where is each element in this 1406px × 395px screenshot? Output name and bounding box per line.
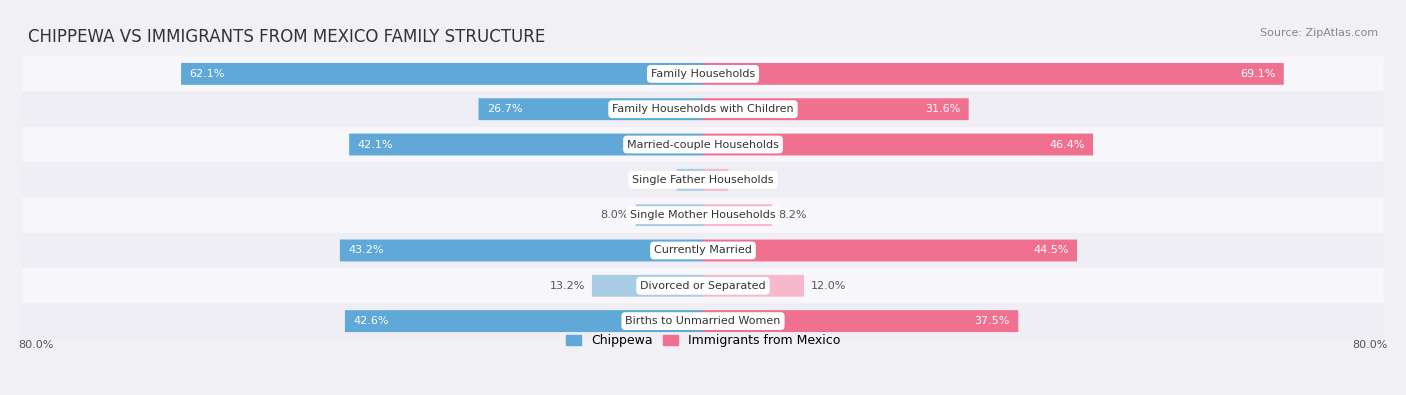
FancyBboxPatch shape bbox=[22, 198, 1384, 233]
FancyBboxPatch shape bbox=[703, 204, 772, 226]
FancyBboxPatch shape bbox=[22, 56, 1384, 92]
FancyBboxPatch shape bbox=[703, 134, 1092, 156]
Text: 44.5%: 44.5% bbox=[1033, 245, 1069, 256]
Text: 8.0%: 8.0% bbox=[600, 210, 628, 220]
FancyBboxPatch shape bbox=[703, 310, 1018, 332]
FancyBboxPatch shape bbox=[22, 233, 1384, 268]
Text: Currently Married: Currently Married bbox=[654, 245, 752, 256]
Text: 3.1%: 3.1% bbox=[643, 175, 671, 185]
FancyBboxPatch shape bbox=[22, 303, 1384, 339]
FancyBboxPatch shape bbox=[703, 239, 1077, 261]
Text: 42.1%: 42.1% bbox=[357, 139, 394, 150]
FancyBboxPatch shape bbox=[592, 275, 703, 297]
FancyBboxPatch shape bbox=[676, 169, 703, 191]
Text: 62.1%: 62.1% bbox=[190, 69, 225, 79]
Text: 12.0%: 12.0% bbox=[810, 281, 846, 291]
Text: Births to Unmarried Women: Births to Unmarried Women bbox=[626, 316, 780, 326]
FancyBboxPatch shape bbox=[340, 239, 703, 261]
Text: 43.2%: 43.2% bbox=[349, 245, 384, 256]
Text: Family Households: Family Households bbox=[651, 69, 755, 79]
FancyBboxPatch shape bbox=[22, 127, 1384, 162]
FancyBboxPatch shape bbox=[22, 92, 1384, 127]
FancyBboxPatch shape bbox=[22, 162, 1384, 198]
Text: 46.4%: 46.4% bbox=[1049, 139, 1084, 150]
Text: 8.2%: 8.2% bbox=[779, 210, 807, 220]
FancyBboxPatch shape bbox=[703, 98, 969, 120]
Text: 3.0%: 3.0% bbox=[735, 175, 763, 185]
FancyBboxPatch shape bbox=[349, 134, 703, 156]
Text: Married-couple Households: Married-couple Households bbox=[627, 139, 779, 150]
Text: 80.0%: 80.0% bbox=[18, 340, 53, 350]
FancyBboxPatch shape bbox=[703, 275, 804, 297]
FancyBboxPatch shape bbox=[703, 169, 728, 191]
Text: 42.6%: 42.6% bbox=[353, 316, 389, 326]
Text: 13.2%: 13.2% bbox=[550, 281, 585, 291]
Text: 37.5%: 37.5% bbox=[974, 316, 1010, 326]
Text: Source: ZipAtlas.com: Source: ZipAtlas.com bbox=[1260, 28, 1378, 38]
FancyBboxPatch shape bbox=[344, 310, 703, 332]
FancyBboxPatch shape bbox=[703, 63, 1284, 85]
Text: 26.7%: 26.7% bbox=[486, 104, 523, 114]
Text: 69.1%: 69.1% bbox=[1240, 69, 1275, 79]
FancyBboxPatch shape bbox=[478, 98, 703, 120]
Text: 80.0%: 80.0% bbox=[1353, 340, 1388, 350]
Text: Single Father Households: Single Father Households bbox=[633, 175, 773, 185]
Text: Single Mother Households: Single Mother Households bbox=[630, 210, 776, 220]
Text: Family Households with Children: Family Households with Children bbox=[612, 104, 794, 114]
Text: CHIPPEWA VS IMMIGRANTS FROM MEXICO FAMILY STRUCTURE: CHIPPEWA VS IMMIGRANTS FROM MEXICO FAMIL… bbox=[28, 28, 546, 46]
Legend: Chippewa, Immigrants from Mexico: Chippewa, Immigrants from Mexico bbox=[567, 334, 839, 347]
FancyBboxPatch shape bbox=[22, 268, 1384, 303]
FancyBboxPatch shape bbox=[636, 204, 703, 226]
FancyBboxPatch shape bbox=[181, 63, 703, 85]
Text: 31.6%: 31.6% bbox=[925, 104, 960, 114]
Text: Divorced or Separated: Divorced or Separated bbox=[640, 281, 766, 291]
